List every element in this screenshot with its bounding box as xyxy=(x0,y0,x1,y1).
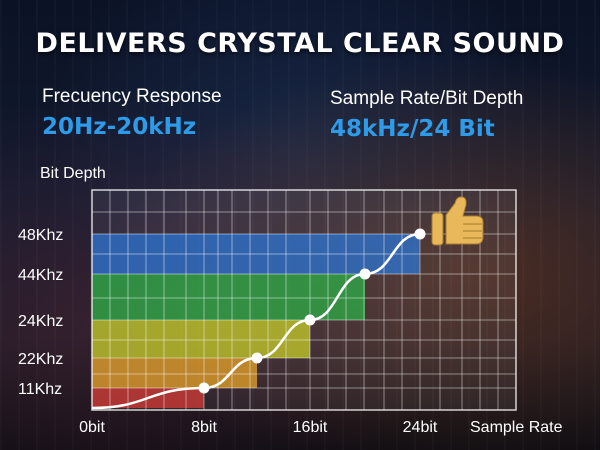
y-tick-22: 22Khz xyxy=(18,351,63,368)
x-tick-8: 8bit xyxy=(191,419,217,436)
y-tick-24: 24Khz xyxy=(18,313,63,330)
chart-frame xyxy=(91,189,517,411)
thumbs-up-icon xyxy=(431,196,484,246)
point-8-11 xyxy=(198,382,210,394)
y-tick-48: 48Khz xyxy=(18,227,63,244)
sample-rate-value: 48kHz/24 Bit xyxy=(330,116,495,142)
y-tick-11: 11Khz xyxy=(18,381,62,398)
headline: DELIVERS CRYSTAL CLEAR SOUND xyxy=(35,28,565,59)
chart-bands xyxy=(92,234,420,408)
point-24-48 xyxy=(414,228,426,240)
chart-labels: Bit Depth Sample Rate 11Khz 22Khz 24Khz 44K… xyxy=(18,165,563,436)
band-48 xyxy=(92,234,420,274)
y-tick-44: 44Khz xyxy=(18,267,63,284)
point-12-22 xyxy=(251,352,263,364)
band-44 xyxy=(92,274,365,320)
frequency-response-label: Frecuency Response xyxy=(42,86,222,107)
point-16-24 xyxy=(304,314,316,326)
sample-rate-label: Sample Rate/Bit Depth xyxy=(330,88,524,109)
chart-grid xyxy=(91,189,517,411)
x-tick-0: 0bit xyxy=(79,419,105,436)
frequency-response-value: 20Hz-20kHz xyxy=(42,114,197,140)
chart-markers xyxy=(198,228,426,394)
x-axis-label: Sample Rate xyxy=(470,419,563,436)
x-tick-16: 16bit xyxy=(293,419,328,436)
y-axis-label: Bit Depth xyxy=(40,165,106,182)
point-20-44 xyxy=(359,268,371,280)
x-tick-24: 24bit xyxy=(403,419,438,436)
